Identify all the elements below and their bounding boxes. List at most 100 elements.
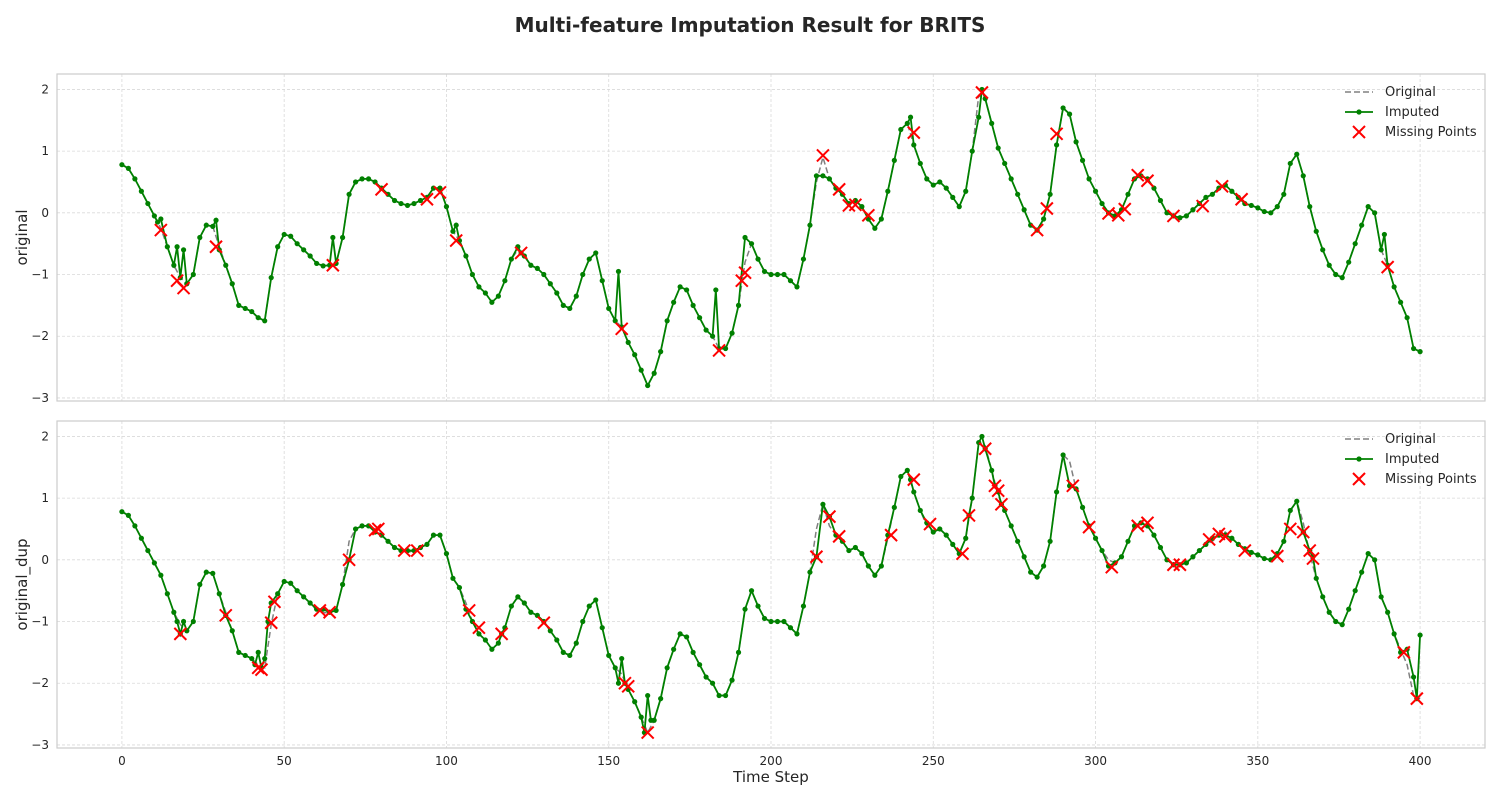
y-tick-label: 0: [41, 206, 49, 220]
legend-imputed-marker: [1356, 456, 1362, 462]
imputed-point: [930, 529, 936, 535]
missing-point: [219, 608, 233, 623]
legend-missing-swatch: [1352, 472, 1366, 486]
imputed-point: [125, 512, 131, 518]
imputed-point: [807, 569, 813, 575]
imputed-point: [748, 241, 755, 247]
imputed-point: [482, 637, 488, 643]
y-tick-label: −2: [31, 329, 49, 343]
missing-point: [735, 273, 749, 288]
missing-point: [1202, 532, 1216, 547]
imputed-point: [1203, 194, 1209, 200]
imputed-point: [963, 535, 969, 541]
missing-point: [326, 258, 340, 272]
imputed-point: [917, 507, 923, 514]
missing-point: [410, 543, 424, 558]
imputed-point: [262, 318, 268, 324]
imputed-point: [489, 646, 495, 652]
x-axis-label: Time Step: [732, 768, 809, 786]
y-tick-label: −2: [31, 676, 49, 690]
imputed-point: [242, 652, 248, 659]
missing-point: [1234, 192, 1249, 206]
missing-point: [1105, 560, 1119, 574]
imputed-point: [1385, 609, 1391, 615]
missing-point: [342, 553, 356, 567]
y-tick-label: 1: [41, 144, 49, 158]
imputed-point: [164, 591, 170, 597]
imputed-point: [281, 231, 287, 238]
imputed-point: [1157, 197, 1164, 204]
imputed-point: [567, 305, 573, 312]
legend-original-label: Original: [1385, 85, 1436, 100]
imputed-point: [684, 287, 690, 293]
imputed-point: [898, 473, 904, 480]
imputed-point: [132, 176, 138, 182]
imputed-point: [554, 637, 560, 643]
missing-point: [264, 616, 278, 630]
imputed-point: [615, 268, 622, 275]
missing-point: [472, 620, 486, 635]
imputed-point: [1015, 191, 1021, 197]
x-tick-label: 400: [1409, 754, 1432, 768]
imputed-point: [950, 194, 956, 200]
imputed-point: [450, 575, 456, 581]
imputed-point: [742, 234, 748, 241]
imputed-point: [453, 222, 459, 228]
missing-point: [1218, 529, 1233, 544]
missing-point: [1140, 516, 1155, 530]
imputed-point: [307, 253, 313, 259]
imputed-point: [1346, 259, 1352, 265]
imputed-point: [774, 271, 781, 278]
missing-point: [1140, 174, 1155, 188]
imputed-point: [495, 293, 501, 299]
imputed-point: [174, 244, 180, 250]
imputed-point: [917, 160, 923, 167]
missing-point: [1283, 522, 1297, 536]
imputed-point: [904, 467, 910, 473]
imputed-point: [1320, 247, 1326, 253]
imputed-point: [1229, 535, 1235, 541]
imputed-point: [943, 532, 949, 538]
missing-point: [861, 208, 876, 222]
imputed-point: [229, 628, 235, 634]
missing-point: [975, 85, 989, 100]
imputed-point: [255, 315, 261, 321]
missing-point: [822, 509, 837, 524]
imputed-point: [476, 284, 482, 290]
imputed-point: [716, 692, 722, 699]
legend-missing-label: Missing Points: [1385, 125, 1477, 140]
imputed-point: [593, 597, 599, 603]
imputed-point: [872, 572, 878, 578]
imputed-point: [359, 176, 365, 182]
imputed-point: [1268, 210, 1274, 216]
x-tick-label: 0: [118, 754, 126, 768]
imputed-point: [748, 588, 755, 594]
imputed-markers: [119, 86, 1423, 389]
imputed-point: [398, 200, 404, 207]
imputed-point: [1021, 207, 1027, 213]
imputed-point: [391, 197, 398, 204]
imputed-point: [541, 271, 547, 278]
imputed-point: [1281, 538, 1287, 544]
missing-point: [449, 233, 463, 248]
imputed-point: [223, 262, 229, 268]
imputed-point: [1391, 631, 1397, 637]
imputed-point: [1381, 231, 1387, 238]
imputed-point: [859, 551, 865, 557]
imputed-point: [684, 634, 690, 640]
imputed-point: [430, 532, 437, 538]
imputed-point: [262, 655, 268, 662]
imputed-point: [1255, 205, 1261, 211]
subplot-1: −3 −2 −1 0 1 2 original Original Imputed Missing …: [13, 73, 1486, 405]
missing-point: [374, 182, 389, 197]
imputed-point: [989, 120, 995, 126]
imputed-point: [794, 284, 800, 290]
imputed-point: [249, 655, 255, 662]
imputed-point: [1313, 228, 1319, 234]
imputed-point: [1229, 188, 1235, 194]
imputed-point: [580, 618, 586, 625]
imputed-point: [469, 271, 476, 278]
imputed-point: [119, 509, 125, 515]
imputed-point: [606, 305, 612, 312]
imputed-point: [807, 222, 813, 228]
